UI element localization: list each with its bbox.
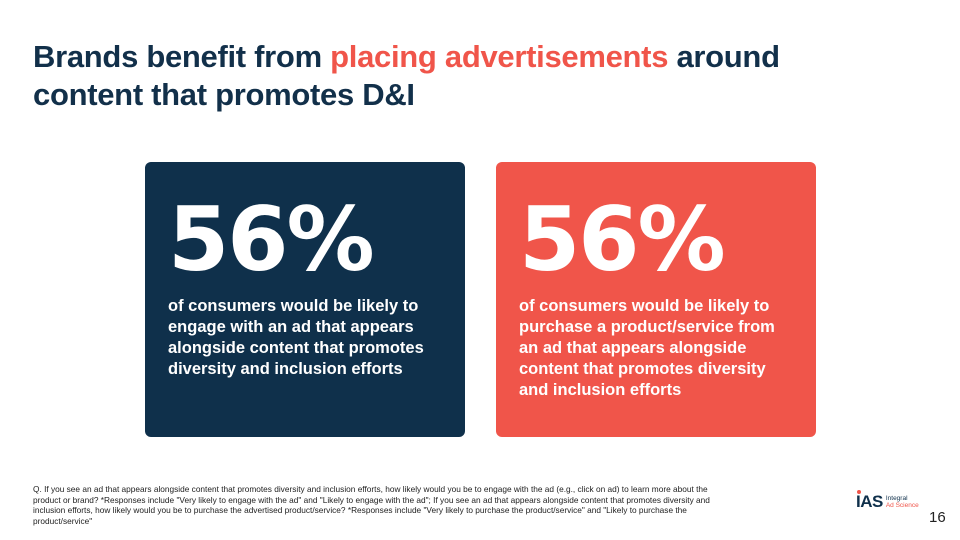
ias-logo-text: Integral Ad Science xyxy=(886,495,919,509)
logo-dot xyxy=(857,490,861,494)
survey-footnote: Q. If you see an ad that appears alongsi… xyxy=(33,484,710,526)
title-part-2: around content that promotes D&I xyxy=(33,39,780,112)
engage-stat-description: of consumers would be likely to engage w… xyxy=(168,296,443,380)
purchase-stat-description: of consumers would be likely to purchase… xyxy=(519,296,794,401)
engage-desc-after: with an ad that appears alongside conten… xyxy=(168,318,424,378)
ias-logo: IAS Integral Ad Science xyxy=(856,490,919,512)
slide-title: Brands benefit from placing advertisemen… xyxy=(33,38,873,114)
logo-line-2: Ad Science xyxy=(885,502,919,509)
engage-stat-card: 56% of consumers would be likely to enga… xyxy=(145,162,465,437)
purchase-desc-after: a product/service from an ad that appear… xyxy=(519,318,775,399)
engage-stat-value: 56% xyxy=(168,188,375,291)
purchase-desc-before: of consumers would be likely to xyxy=(519,297,770,315)
title-part-1: Brands benefit from xyxy=(33,39,331,74)
purchase-stat-card: 56% of consumers would be likely to purc… xyxy=(496,162,816,437)
engage-desc-before: of consumers would be likely to xyxy=(168,297,419,315)
purchase-stat-value: 56% xyxy=(519,188,726,291)
logo-mark-text: IAS xyxy=(856,492,883,511)
purchase-desc-bold: purchase xyxy=(519,318,593,336)
page-number: 16 xyxy=(929,509,946,526)
title-accent: placing advertisements xyxy=(330,39,669,74)
ias-logo-mark: IAS xyxy=(856,490,883,512)
engage-desc-bold: engage xyxy=(168,318,226,336)
logo-line-1: Integral xyxy=(885,495,908,502)
